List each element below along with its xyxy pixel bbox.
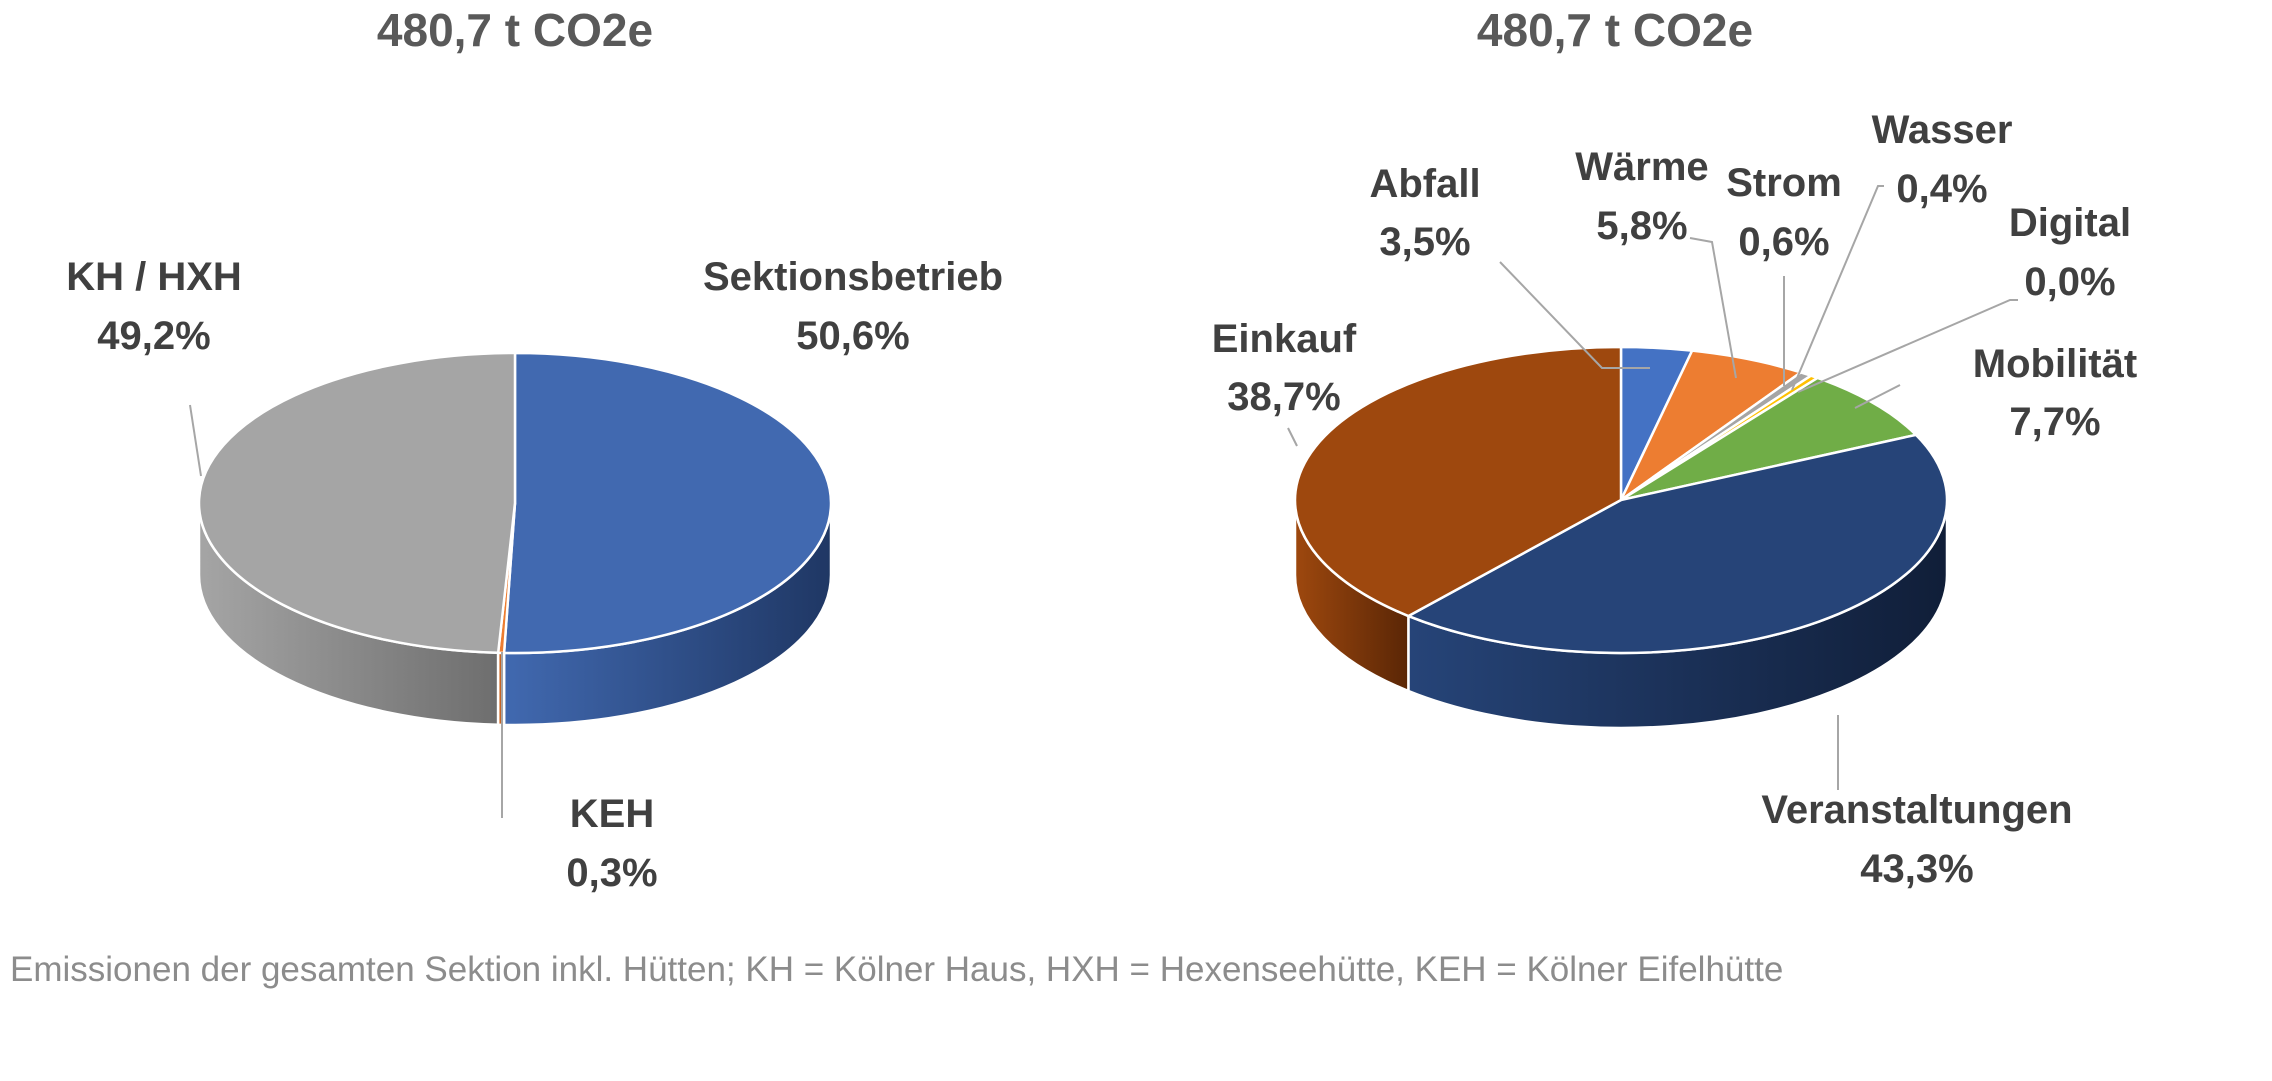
pie-slice-veranstaltungen [1405, 433, 1949, 655]
slice-value-wasser: 0,4% [1896, 167, 1987, 211]
slice-value-kh-hxh: 49,2% [97, 314, 210, 358]
slice-label-digital: Digital [2009, 201, 2131, 245]
slice-label-mobilitaet: Mobilität [1973, 342, 2137, 386]
slice-label-keh: KEH [570, 792, 654, 836]
leader-line-mobilitaet [1854, 384, 1901, 409]
slice-value-waerme: 5,8% [1596, 204, 1687, 248]
slice-value-einkauf: 38,7% [1227, 375, 1340, 419]
slice-value-sektionsbetrieb: 50,6% [796, 314, 909, 358]
slice-label-veranstaltungen: Veranstaltungen [1761, 788, 2072, 832]
slice-label-wasser: Wasser [1872, 108, 2013, 152]
leader-line-abfall [1499, 261, 1650, 369]
slice-value-mobilitaet: 7,7% [2009, 400, 2100, 444]
slice-label-waerme: Wärme [1575, 145, 1708, 189]
slice-labels: Sektionsbetrieb 50,6% KEH 0,3% KH / HXH 49,2%… [66, 108, 2137, 895]
slice-value-veranstaltungen: 43,3% [1860, 847, 1973, 891]
leader-line-einkauf [1287, 427, 1298, 447]
chart-title-left: 480,7 t CO2e [377, 4, 653, 56]
slice-value-keh: 0,3% [566, 851, 657, 895]
slice-label-einkauf: Einkauf [1212, 317, 1357, 361]
slice-value-digital: 0,0% [2024, 260, 2115, 304]
slice-label-strom: Strom [1726, 161, 1842, 205]
pie-chart-right [1293, 345, 1949, 730]
pie-chart-left [197, 351, 833, 727]
leader-line-kh-hxh [189, 404, 202, 477]
leader-line-digital [1797, 299, 2018, 393]
pie-slice-sektionsbetrieb [502, 351, 833, 655]
leader-line-waerme [1689, 237, 1737, 379]
pie-slice-einkauf [1293, 345, 1623, 618]
slice-label-kh-hxh: KH / HXH [66, 255, 242, 299]
slice-value-abfall: 3,5% [1379, 220, 1470, 264]
leader-line-wasser [1791, 185, 1884, 391]
chart-title-right: 480,7 t CO2e [1477, 4, 1753, 56]
slice-label-abfall: Abfall [1369, 162, 1480, 206]
slice-value-strom: 0,6% [1738, 220, 1829, 264]
figure-caption: Emissionen der gesamten Sektion inkl. Hü… [10, 950, 1784, 989]
slice-label-sektionsbetrieb: Sektionsbetrieb [703, 255, 1003, 299]
pie-slice-kh-hxh [197, 351, 517, 655]
